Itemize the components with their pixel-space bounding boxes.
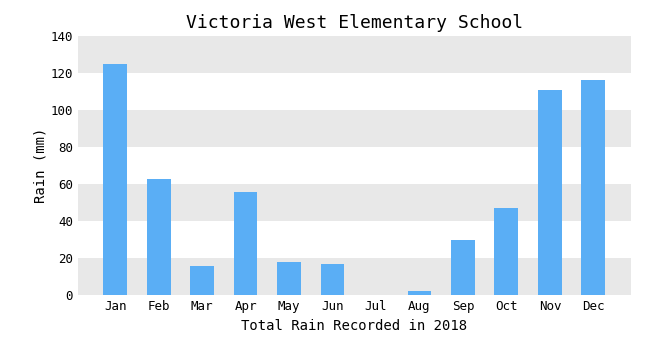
Bar xyxy=(78,147,630,184)
Y-axis label: Rain (mm): Rain (mm) xyxy=(34,128,48,203)
Bar xyxy=(277,262,301,295)
Bar xyxy=(78,258,630,295)
Bar xyxy=(451,240,475,295)
Bar xyxy=(147,179,170,295)
Bar xyxy=(582,80,605,295)
Bar xyxy=(408,292,432,295)
Bar xyxy=(78,184,630,221)
Bar xyxy=(78,221,630,258)
Bar xyxy=(320,264,344,295)
Title: Victoria West Elementary School: Victoria West Elementary School xyxy=(186,14,523,32)
Bar xyxy=(103,64,127,295)
Bar xyxy=(190,266,214,295)
Bar xyxy=(538,90,562,295)
Bar xyxy=(233,192,257,295)
Bar xyxy=(78,36,630,73)
Bar xyxy=(78,110,630,147)
Bar xyxy=(78,73,630,110)
Bar xyxy=(495,208,519,295)
X-axis label: Total Rain Recorded in 2018: Total Rain Recorded in 2018 xyxy=(241,319,467,333)
